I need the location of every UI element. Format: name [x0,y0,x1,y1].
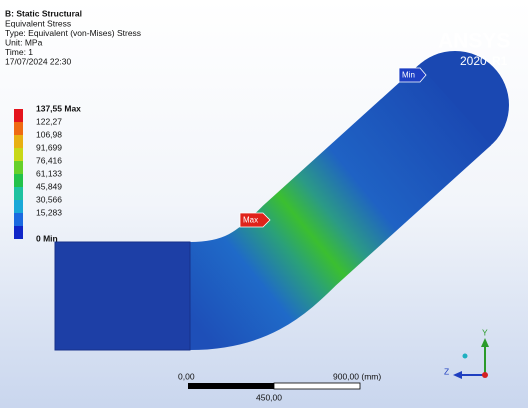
logo-version: 2020 [460,54,487,68]
legend-label: 0 Min [36,233,58,243]
legend-label: 91,699 [36,142,62,152]
logo-release: R1 [492,54,508,68]
header-line: 17/07/2024 22:30 [5,56,71,66]
legend-swatch [14,174,23,187]
legend-swatch [14,109,23,122]
legend-swatch [14,226,23,239]
header-line: Type: Equivalent (von-Mises) Stress [5,28,141,38]
legend-swatch [14,200,23,213]
min-probe-label: Min [402,71,415,80]
legend-label: 45,849 [36,181,62,191]
triad-iso [463,354,468,359]
legend-label: 76,416 [36,155,62,165]
page: Min Max B: Static Structural Equivalent … [0,0,528,408]
triad-y-label: Y [482,327,488,337]
header-line: Unit: MPa [5,37,43,47]
header-line: Time: 1 [5,47,33,57]
legend-label: 122,27 [36,116,62,126]
triad-x-dot [482,372,488,378]
scale-start: 0,00 [178,371,195,381]
header-title: B: Static Structural [5,8,82,18]
logo-brand: ANSYS [438,30,510,53]
legend-swatch [14,187,23,200]
legend-label: 106,98 [36,129,62,139]
legend-swatch [14,213,23,226]
max-probe-label: Max [243,216,258,225]
scale-bar-light [274,383,360,389]
viewport: Min Max B: Static Structural Equivalent … [0,0,528,408]
legend-swatch [14,161,23,174]
legend-label: 30,566 [36,194,62,204]
legend-swatch [14,135,23,148]
legend-label: 61,133 [36,168,62,178]
header-line: Equivalent Stress [5,18,71,28]
scale-end: 900,00 (mm) [333,371,381,381]
scale-bar-dark [188,383,274,389]
legend-label: 15,283 [36,207,62,217]
scale-mid: 450,00 [256,392,282,402]
straight-pipe [55,242,190,350]
triad-z-label: Z [444,366,449,376]
legend-swatch [14,148,23,161]
legend-label: 137,55 Max [36,103,81,113]
legend-swatch [14,122,23,135]
